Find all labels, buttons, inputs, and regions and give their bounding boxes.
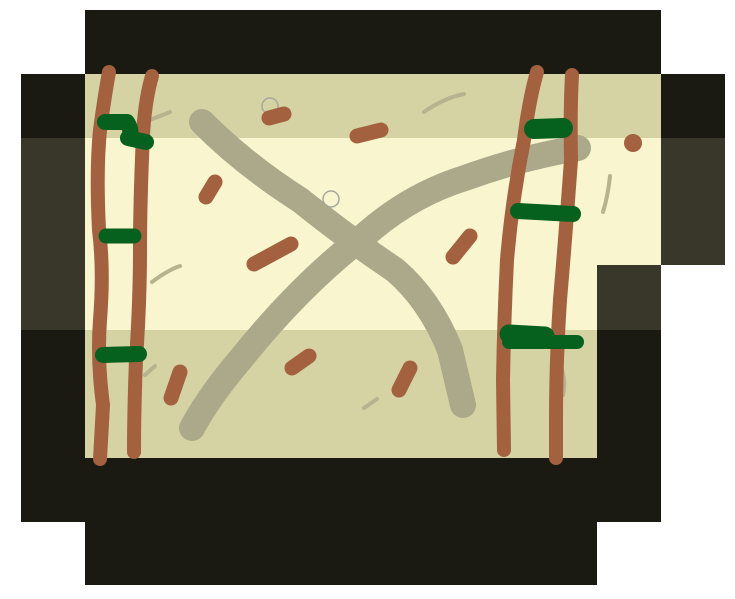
- rubble: [198, 174, 223, 205]
- vine: [524, 118, 573, 139]
- ladder-right-b: [549, 68, 579, 465]
- wall-right-step: [597, 265, 661, 330]
- rubble: [284, 348, 317, 376]
- dirt-path-diagonal-2: [179, 135, 591, 441]
- rubble: [391, 360, 418, 398]
- rubble: [163, 364, 188, 406]
- dirt-path-group: [179, 109, 591, 441]
- wall-right-upper: [661, 74, 725, 138]
- ladder-left-b: [127, 69, 159, 459]
- wall-bottom-base: [85, 522, 597, 585]
- crack: [362, 397, 379, 410]
- rubble: [261, 106, 292, 126]
- rubble-group: [163, 106, 478, 406]
- wall-left-middle: [21, 138, 85, 330]
- crack: [601, 174, 612, 214]
- crack: [143, 364, 157, 377]
- rubble: [445, 228, 478, 265]
- wall-top: [85, 10, 661, 74]
- crack: [422, 92, 466, 114]
- vine: [510, 203, 581, 222]
- ladder-left-a: [90, 65, 116, 466]
- floor-marker-circle: [322, 190, 340, 208]
- wall-right-lower: [597, 330, 661, 522]
- rubble: [624, 134, 642, 152]
- rubble: [246, 236, 299, 272]
- vine-group: [95, 114, 584, 363]
- wall-right-middle: [661, 138, 725, 265]
- crack: [150, 264, 182, 284]
- vine: [95, 346, 147, 363]
- vine: [97, 114, 154, 150]
- wall-left-lower: [21, 330, 85, 522]
- wall-left-upper: [21, 74, 85, 138]
- wall-bottom: [85, 458, 597, 522]
- rubble: [349, 122, 389, 144]
- dirt-path-diagonal-1: [189, 109, 476, 418]
